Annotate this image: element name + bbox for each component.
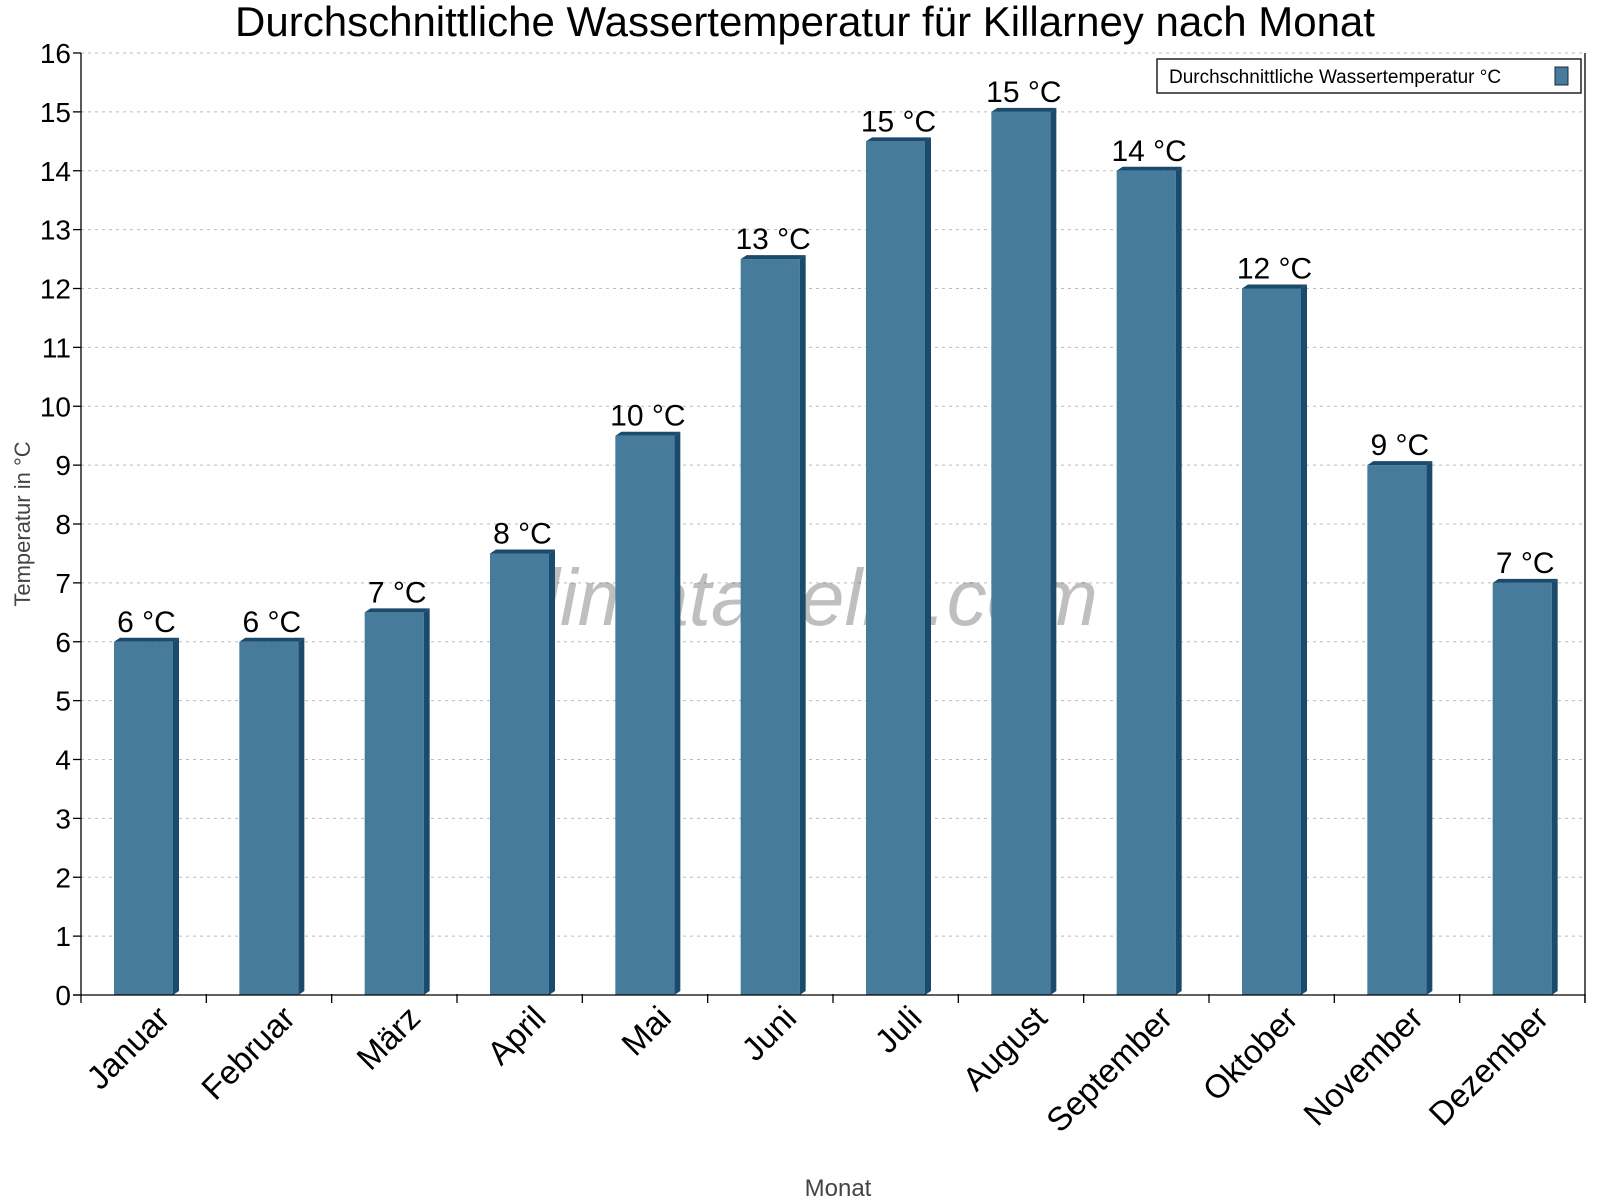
data-label: 12 °C xyxy=(1237,253,1312,286)
bar xyxy=(1367,465,1427,995)
data-label: 10 °C xyxy=(610,400,685,433)
bar xyxy=(490,553,549,995)
data-label: 13 °C xyxy=(735,223,810,256)
bar-side xyxy=(674,431,681,995)
bar-top xyxy=(740,255,806,260)
data-label: 6 °C xyxy=(242,606,301,639)
data-label: 15 °C xyxy=(861,105,936,138)
bar xyxy=(615,435,675,995)
bar-side xyxy=(298,637,305,995)
x-tick-label: Oktober xyxy=(1195,999,1304,1108)
y-tick-label: 15 xyxy=(40,97,71,128)
bar-side xyxy=(1301,284,1307,995)
bar-side xyxy=(173,637,179,995)
bar-top xyxy=(991,107,1057,112)
y-tick-label: 4 xyxy=(55,745,71,776)
y-tick-label: 0 xyxy=(55,980,71,1011)
y-tick-label: 1 xyxy=(55,921,71,952)
legend: Durchschnittliche Wassertemperatur °C xyxy=(1156,58,1582,94)
data-label: 9 °C xyxy=(1370,429,1429,462)
chart-title: Durchschnittliche Wassertemperatur für K… xyxy=(235,0,1375,45)
bar xyxy=(114,641,173,995)
bar xyxy=(364,612,424,995)
bar-top xyxy=(114,637,179,642)
bar-top xyxy=(239,637,305,642)
bar xyxy=(1116,170,1176,995)
y-tick-label: 10 xyxy=(40,391,71,422)
bar xyxy=(740,259,800,995)
x-tick-label: Juni xyxy=(734,999,803,1068)
y-tick-label: 2 xyxy=(55,862,71,893)
legend-label: Durchschnittliche Wassertemperatur °C xyxy=(1169,67,1501,88)
y-tick-label: 5 xyxy=(55,686,71,717)
y-tick-label: 3 xyxy=(55,803,71,834)
x-axis-label: Monat xyxy=(805,1175,872,1200)
x-tick-label: Juli xyxy=(867,999,928,1060)
y-tick-label: 9 xyxy=(55,450,71,481)
bar-side xyxy=(925,137,931,995)
data-label: 14 °C xyxy=(1111,135,1186,168)
bar xyxy=(239,641,299,995)
x-tick-label: September xyxy=(1039,999,1179,1139)
bar-top xyxy=(490,549,555,554)
y-tick-label: 14 xyxy=(40,156,71,187)
y-tick-label: 13 xyxy=(40,215,71,246)
y-axis-label: Temperatur in °C xyxy=(10,441,35,606)
gridlines xyxy=(81,52,1585,937)
x-tick-label: Mai xyxy=(614,999,678,1063)
legend-box xyxy=(1156,58,1582,94)
bar-side xyxy=(1426,461,1433,995)
x-tick-label: August xyxy=(955,999,1054,1098)
data-label: 8 °C xyxy=(493,517,552,550)
bar-top xyxy=(364,608,430,613)
y-tick-label: 7 xyxy=(55,568,71,599)
bar-top xyxy=(1116,166,1182,171)
x-tick-label: November xyxy=(1296,999,1430,1133)
bar-side xyxy=(549,549,555,995)
y-tick-label: 6 xyxy=(55,627,71,658)
bar xyxy=(1242,288,1301,995)
x-tick-label: Januar xyxy=(79,999,177,1097)
bar-top xyxy=(615,431,681,436)
x-tick-label: März xyxy=(349,999,427,1077)
bar xyxy=(866,141,925,995)
bar-side xyxy=(799,255,806,995)
legend-swatch xyxy=(1554,66,1569,86)
y-tick-label: 12 xyxy=(40,274,71,305)
y-tick-label: 11 xyxy=(42,332,71,363)
bar xyxy=(1492,582,1552,995)
data-label: 6 °C xyxy=(117,606,176,639)
data-label: 15 °C xyxy=(986,76,1061,109)
data-label: 7 °C xyxy=(1496,547,1555,580)
bar-top xyxy=(1242,284,1307,289)
y-tick-label: 8 xyxy=(55,509,71,540)
x-tick-label: Februar xyxy=(194,999,302,1107)
bar-top xyxy=(1367,461,1433,466)
x-tick-label: April xyxy=(480,999,553,1072)
bar-side xyxy=(1175,166,1182,995)
bar-side xyxy=(1050,107,1057,995)
bar xyxy=(991,111,1051,995)
x-tick-label: Dezember xyxy=(1421,999,1555,1133)
bars: 6 °C 6 °C 7 °C 8 °C 10 °C 13 °C 15 °C 15 °C 14 °… xyxy=(114,76,1558,995)
bar-top xyxy=(866,137,931,142)
data-label: 7 °C xyxy=(368,576,427,609)
bar-side xyxy=(423,608,430,995)
bar-side xyxy=(1551,578,1558,995)
bar-top xyxy=(1492,578,1558,583)
y-tick-label: 16 xyxy=(40,38,71,69)
